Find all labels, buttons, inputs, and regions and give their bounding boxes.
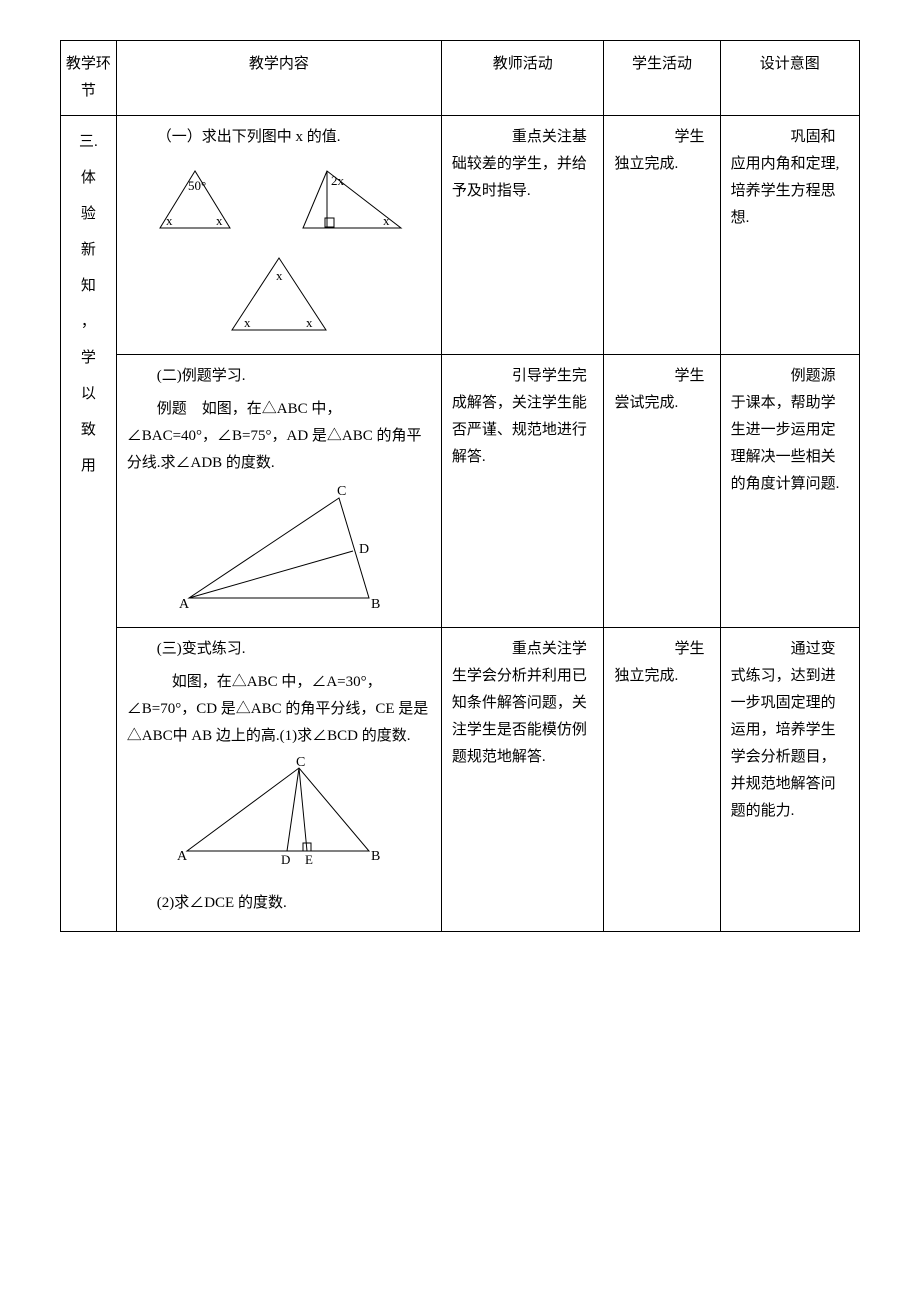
student-text-1: 学生独立完成. <box>614 124 709 178</box>
row3-body2: (2)求∠DCE 的度数. <box>127 890 431 917</box>
header-student: 学生活动 <box>604 41 720 116</box>
table-row: (二)例题学习. 例题 如图，在△ABC 中，∠BAC=40°，∠B=75°，A… <box>61 355 860 628</box>
header-intent: 设计意图 <box>720 41 859 116</box>
row1-heading: （一）求出下列图中 x 的值. <box>127 124 431 151</box>
teacher-text-1: 重点关注基础较差的学生，并给予及时指导. <box>452 124 594 205</box>
fig3-A: A <box>177 849 188 864</box>
student-cell-2: 学生尝试完成. <box>604 355 720 628</box>
tri3-top: x <box>276 268 283 283</box>
header-row: 教学环节 教学内容 教师活动 学生活动 设计意图 <box>61 41 860 116</box>
fig2-D: D <box>359 542 369 557</box>
triangle-1: 50° x x <box>150 163 240 238</box>
student-cell-3: 学生独立完成. <box>604 628 720 932</box>
teacher-cell-1: 重点关注基础较差的学生，并给予及时指导. <box>441 116 604 355</box>
stage-line: 以 <box>71 376 106 412</box>
student-text-3: 学生独立完成. <box>614 636 709 690</box>
tri3-rb: x <box>306 315 313 330</box>
header-teacher: 教师活动 <box>441 41 604 116</box>
intent-cell-1: 巩固和应用内角和定理,培养学生方程思想. <box>720 116 859 355</box>
table-row: 三. 体 验 新 知 ， 学 以 致 用 （一）求出下列图中 x 的值. 50° <box>61 116 860 355</box>
header-content: 教学内容 <box>116 41 441 116</box>
stage-line: 用 <box>71 448 106 484</box>
stage-line: 学 <box>71 340 106 376</box>
fig3-D: D <box>281 852 290 866</box>
student-text-2: 学生尝试完成. <box>614 363 709 417</box>
figure-abc-ad: A B C D <box>169 483 389 613</box>
lesson-plan-table: 教学环节 教学内容 教师活动 学生活动 设计意图 三. 体 验 新 知 ， 学 … <box>60 40 860 932</box>
fig3-B: B <box>371 849 380 864</box>
teacher-cell-3: 重点关注学生学会分析并利用已知条件解答问题，关注学生是否能模仿例题规范地解答. <box>441 628 604 932</box>
fig2-B: B <box>371 597 380 612</box>
tri2-top: 2x <box>331 173 345 188</box>
teacher-text-3: 重点关注学生学会分析并利用已知条件解答问题，关注学生是否能模仿例题规范地解答. <box>452 636 594 771</box>
stage-line: 验 <box>71 196 106 232</box>
header-stage: 教学环节 <box>61 41 117 116</box>
intent-text-3: 通过变式练习，达到进一步巩固定理的运用，培养学生学会分析题目，并规范地解答问题的… <box>731 636 849 825</box>
tri1-lb: x <box>166 213 173 228</box>
student-cell-1: 学生独立完成. <box>604 116 720 355</box>
row2-body: 例题 如图，在△ABC 中，∠BAC=40°，∠B=75°，AD 是△ABC 的… <box>127 396 431 477</box>
tri2-rb: x <box>383 213 390 228</box>
fig2-A: A <box>179 597 190 612</box>
figure-abc-cde: A B C D E <box>169 756 389 866</box>
row2-heading: (二)例题学习. <box>127 363 431 390</box>
triangle-3: x x x <box>214 250 344 340</box>
fig3-E: E <box>305 852 313 866</box>
intent-cell-2: 例题源于课本，帮助学生进一步运用定理解决一些相关的角度计算问题. <box>720 355 859 628</box>
stage-line: 知 <box>71 268 106 304</box>
content-cell-3: (三)变式练习. 如图，在△ABC 中，∠A=30°，∠B=70°，CD 是△A… <box>116 628 441 932</box>
stage-line: 新 <box>71 232 106 268</box>
intent-text-2: 例题源于课本，帮助学生进一步运用定理解决一些相关的角度计算问题. <box>731 363 849 498</box>
row3-heading: (三)变式练习. <box>127 636 431 663</box>
triangle-2: 2x x <box>297 163 407 238</box>
intent-cell-3: 通过变式练习，达到进一步巩固定理的运用，培养学生学会分析题目，并规范地解答问题的… <box>720 628 859 932</box>
content-cell-2: (二)例题学习. 例题 如图，在△ABC 中，∠BAC=40°，∠B=75°，A… <box>116 355 441 628</box>
stage-line: 三. <box>71 124 106 160</box>
teacher-cell-2: 引导学生完成解答，关注学生能否严谨、规范地进行解答. <box>441 355 604 628</box>
fig2-C: C <box>337 484 346 499</box>
stage-line: 致 <box>71 412 106 448</box>
intent-text-1: 巩固和应用内角和定理,培养学生方程思想. <box>731 124 849 232</box>
tri1-rb: x <box>216 213 223 228</box>
stage-line: 体 <box>71 160 106 196</box>
teacher-text-2: 引导学生完成解答，关注学生能否严谨、规范地进行解答. <box>452 363 594 471</box>
fig3-C: C <box>296 756 305 770</box>
stage-line: ， <box>71 304 106 340</box>
row3-body1: 如图，在△ABC 中，∠A=30°，∠B=70°，CD 是△ABC 的角平分线，… <box>127 669 431 750</box>
content-cell-1: （一）求出下列图中 x 的值. 50° x x 2x <box>116 116 441 355</box>
tri3-lb: x <box>244 315 251 330</box>
table-row: (三)变式练习. 如图，在△ABC 中，∠A=30°，∠B=70°，CD 是△A… <box>61 628 860 932</box>
stage-cell: 三. 体 验 新 知 ， 学 以 致 用 <box>61 116 117 932</box>
tri1-top: 50° <box>188 178 206 193</box>
